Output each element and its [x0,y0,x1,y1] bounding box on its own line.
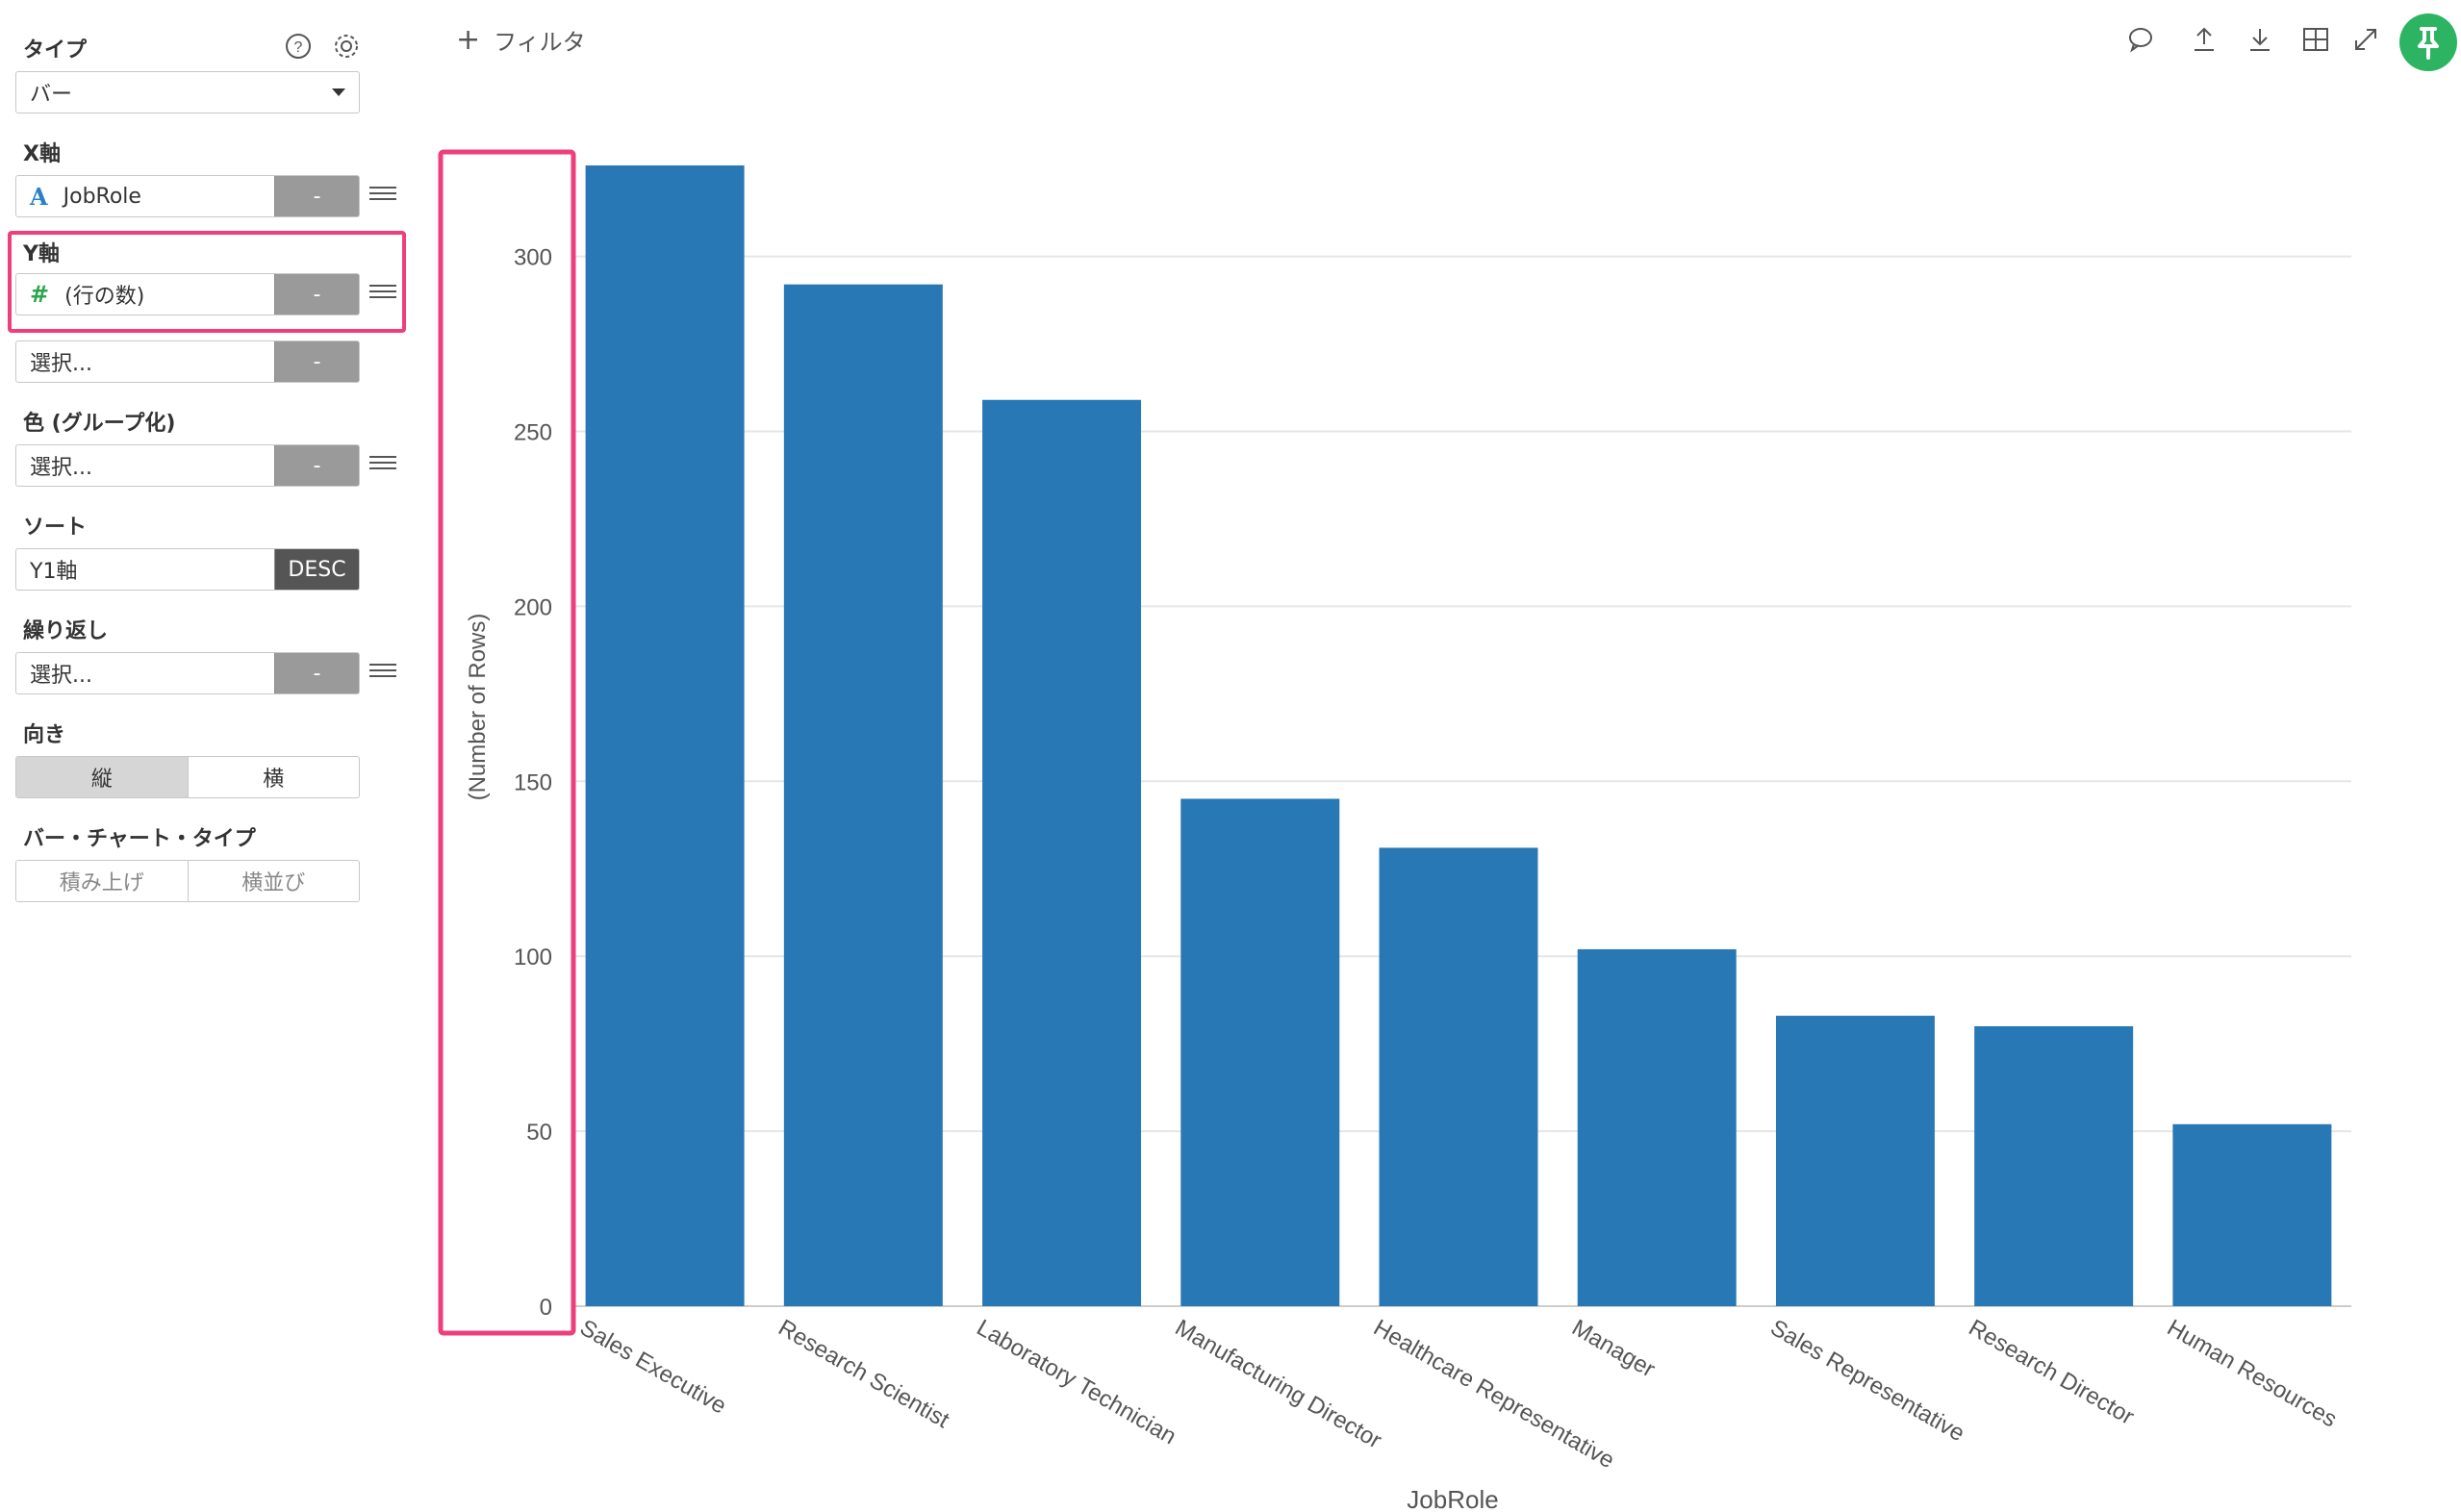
x-axis-field[interactable]: A JobRole - [15,175,360,217]
bar[interactable] [1577,948,1737,1306]
comment-icon[interactable] [2126,25,2155,54]
x-tick-label: Manager [1567,1315,1660,1383]
y-tick-label: 300 [514,245,552,271]
sort-order-button[interactable]: DESC [274,549,359,590]
download-icon[interactable] [2245,25,2274,54]
expand-icon[interactable] [2351,25,2380,54]
bar-chart-type-toggle: 積み上げ 横並び [15,860,360,902]
color-group-label: 色 (グループ化) [23,412,176,436]
color-group-placeholder: 選択... [30,456,92,480]
repeat-field[interactable]: 選択... - [15,652,360,694]
bar[interactable] [982,399,1142,1306]
bar[interactable] [1974,1025,2134,1306]
pin-button[interactable] [2399,13,2457,71]
y-tick-label: 100 [514,945,552,970]
y-axis-aggregate-button[interactable]: - [274,274,359,315]
chart-type-select[interactable]: バー [15,71,360,113]
y2-axis-placeholder: 選択... [30,352,92,376]
help-icon[interactable]: ? [285,33,312,60]
y-tick-label: 150 [514,769,552,795]
plus-icon: + [456,23,481,57]
repeat-label: 繰り返し [23,619,109,643]
text-type-icon: A [30,182,48,211]
y-axis-title: (Number of Rows) [465,614,491,801]
chevron-down-icon [332,88,345,96]
add-filter-button[interactable]: + フィルタ [456,23,586,57]
orientation-vertical-button[interactable]: 縦 [16,757,188,797]
x-axis-label: X軸 [23,142,61,166]
y-axis-menu-icon[interactable] [369,281,396,302]
orientation-label: 向き [23,723,66,747]
chart-bars [585,165,2332,1306]
y-axis-highlight-box [438,149,576,1336]
chart-type-value: バー [30,83,73,107]
svg-text:?: ? [294,39,303,56]
orientation-horizontal-button[interactable]: 横 [187,757,360,797]
x-tick-label: Research Director [1965,1315,2139,1430]
chart-settings-sidebar: タイプ ? バー X軸 A JobRole - Y軸 # (行の数) - 選択...… [0,0,406,1512]
y-tick-label: 50 [526,1120,552,1146]
sort-field[interactable]: Y1軸 DESC [15,548,360,591]
number-type-icon: # [30,281,50,308]
repeat-placeholder: 選択... [30,664,92,688]
sort-label: ソート [23,516,88,540]
bar[interactable] [1775,1016,1935,1306]
y2-axis-aggregate-button[interactable]: - [274,341,359,382]
filter-label: フィルタ [494,29,586,56]
y-tick-label: 200 [514,594,552,620]
color-group-field[interactable]: 選択... - [15,444,360,487]
repeat-menu-icon[interactable] [369,660,396,681]
repeat-button[interactable]: - [274,653,359,693]
bar-type-side-by-side-button[interactable]: 横並び [187,861,360,901]
y-axis-label: Y軸 [23,242,60,266]
bar[interactable] [1379,847,1538,1306]
color-group-button[interactable]: - [274,445,359,486]
type-label: タイプ [23,38,88,63]
x-tick-label: Research Scientist [774,1315,953,1434]
y2-axis-field[interactable]: 選択... - [15,340,360,383]
x-axis-title: JobRole [1407,1485,1498,1512]
bar[interactable] [1180,798,1340,1306]
y-tick-label: 0 [540,1295,552,1321]
x-tick-label: Sales Executive [575,1315,730,1420]
pin-icon [2418,27,2439,60]
x-axis-aggregate-button[interactable]: - [274,176,359,216]
x-axis-menu-icon[interactable] [369,183,396,204]
color-group-menu-icon[interactable] [369,452,396,473]
y-axis-field[interactable]: # (行の数) - [15,273,360,315]
gear-icon[interactable] [333,33,360,60]
bar[interactable] [2172,1123,2332,1306]
sort-value: Y1軸 [30,560,78,584]
bar-chart-type-label: バー・チャート・タイプ [23,827,256,851]
bar[interactable] [585,165,745,1306]
x-tick-label: Manufacturing Director [1171,1315,1386,1454]
x-tick-label: Sales Representative [1765,1315,1968,1447]
bar-type-stacked-button[interactable]: 積み上げ [59,871,144,895]
x-axis-ticks: Sales Executive Research Scientist Laborat… [575,1315,2341,1474]
y-tick-label: 250 [514,419,552,445]
table-icon[interactable] [2301,25,2330,54]
upload-icon[interactable] [2190,25,2219,54]
y-axis-highlight-box [8,231,406,333]
x-tick-label: Laboratory Technician [973,1315,1180,1450]
x-axis-value: JobRole [63,184,141,209]
bar[interactable] [783,284,943,1306]
x-tick-label: Human Resources [2163,1315,2342,1433]
y-axis-value: (行の数) [64,285,145,309]
y-axis-ticks: 0 50 100 150 200 250 300 [514,245,552,1321]
orientation-toggle: 縦 横 [15,756,360,798]
